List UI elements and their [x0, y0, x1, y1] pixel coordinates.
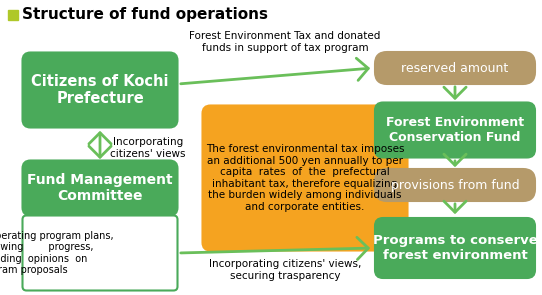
- Bar: [8, 10, 18, 20]
- FancyBboxPatch shape: [375, 169, 535, 201]
- FancyBboxPatch shape: [375, 102, 535, 158]
- Text: Fund Management
Committee: Fund Management Committee: [27, 173, 173, 203]
- Text: reserved amount: reserved amount: [402, 61, 508, 75]
- Text: Deliberating program plans,
reviewing        progress,
providing  opinions  on
p: Deliberating program plans, reviewing pr…: [0, 231, 114, 276]
- FancyBboxPatch shape: [375, 218, 535, 278]
- FancyBboxPatch shape: [23, 160, 177, 216]
- Text: Programs to conserve
forest environment: Programs to conserve forest environment: [373, 234, 537, 262]
- FancyBboxPatch shape: [23, 53, 177, 127]
- Text: Structure of fund operations: Structure of fund operations: [22, 7, 268, 22]
- Text: Citizens of Kochi
Prefecture: Citizens of Kochi Prefecture: [31, 74, 169, 106]
- Text: Incorporating
citizens' views: Incorporating citizens' views: [110, 137, 186, 159]
- Text: Forest Environment Tax and donated
funds in support of tax program: Forest Environment Tax and donated funds…: [189, 31, 380, 53]
- FancyBboxPatch shape: [375, 52, 535, 84]
- Text: Incorporating citizens' views,
securing trasparency: Incorporating citizens' views, securing …: [209, 259, 361, 281]
- Text: Forest Environment
Conservation Fund: Forest Environment Conservation Fund: [386, 116, 524, 144]
- Text: The forest environmental tax imposes
an additional 500 yen annually to per
capit: The forest environmental tax imposes an …: [206, 144, 404, 212]
- Text: provisions from fund: provisions from fund: [391, 178, 519, 191]
- FancyBboxPatch shape: [203, 106, 408, 250]
- FancyBboxPatch shape: [23, 216, 177, 291]
